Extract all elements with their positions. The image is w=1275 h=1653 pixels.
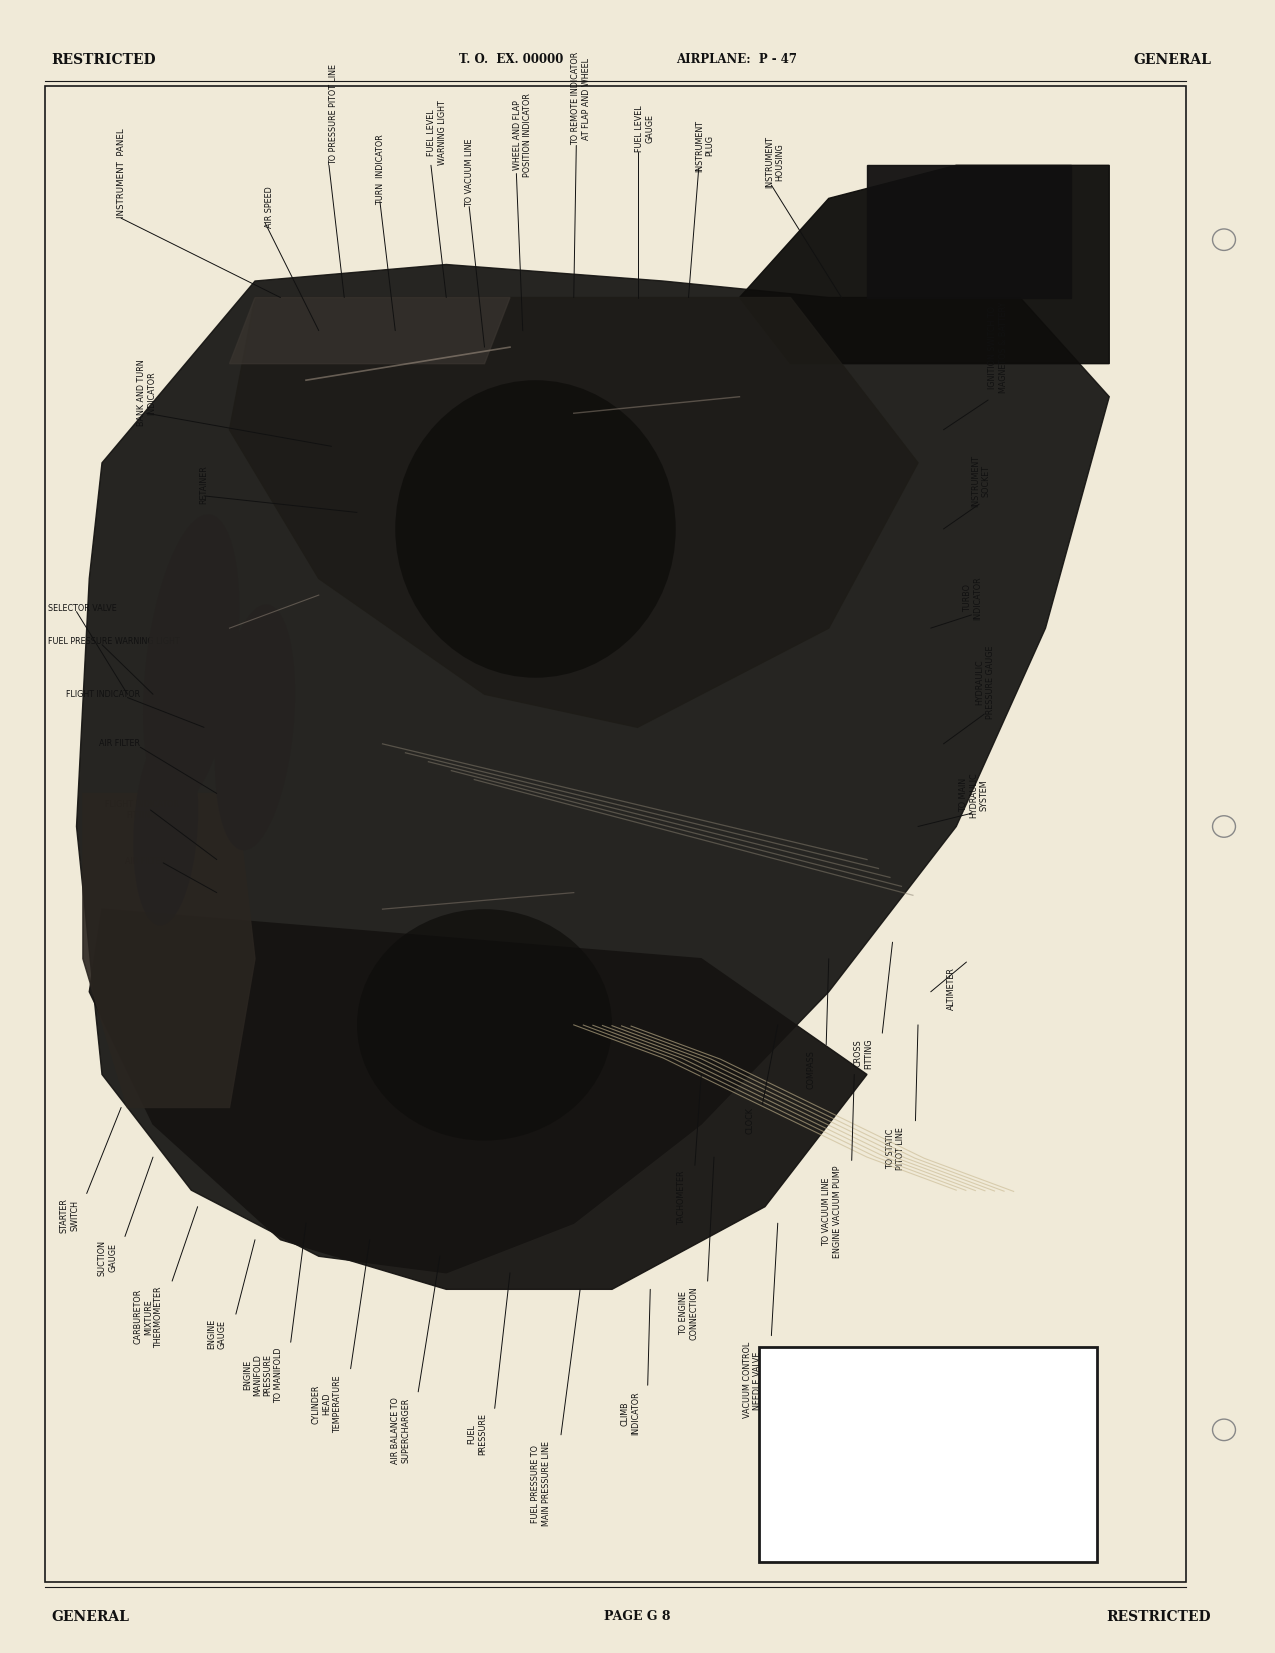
Text: INSTRUMENT: INSTRUMENT — [856, 1438, 1000, 1458]
Ellipse shape — [1213, 228, 1235, 251]
Text: TO PRESSURE PITOT LINE: TO PRESSURE PITOT LINE — [329, 64, 338, 165]
Polygon shape — [83, 793, 255, 1108]
Text: FUEL PRESSURE TO
MAIN PRESSURE LINE: FUEL PRESSURE TO MAIN PRESSURE LINE — [532, 1441, 551, 1526]
Text: TURBO
INDICATOR: TURBO INDICATOR — [963, 577, 982, 620]
Text: HYDRAULIC
PRESSURE GAUGE: HYDRAULIC PRESSURE GAUGE — [975, 646, 994, 719]
Polygon shape — [230, 298, 510, 364]
Text: GENERAL: GENERAL — [51, 1610, 129, 1623]
Ellipse shape — [357, 909, 612, 1141]
Text: TURN  INDICATOR: TURN INDICATOR — [376, 134, 385, 205]
Text: CLIMB
INDICATOR: CLIMB INDICATOR — [621, 1392, 640, 1435]
Text: FUEL
PRESSURE: FUEL PRESSURE — [468, 1413, 487, 1455]
Text: WHEEL AND FLAP
POSITION INDICATOR: WHEEL AND FLAP POSITION INDICATOR — [513, 93, 532, 177]
Polygon shape — [740, 165, 1109, 364]
Text: FLIGHT INDICATOR
FITTING: FLIGHT INDICATOR FITTING — [105, 800, 179, 820]
Text: CARBURETOR
MIXTURE
THERMOMETER: CARBURETOR MIXTURE THERMOMETER — [134, 1286, 163, 1347]
Text: ENGINE
MANIFOLD
PRESSURE
TO MANIFOLD: ENGINE MANIFOLD PRESSURE TO MANIFOLD — [242, 1347, 283, 1403]
Text: PANEL (REAR): PANEL (REAR) — [863, 1506, 992, 1524]
Text: RESTRICTED: RESTRICTED — [1107, 1610, 1211, 1623]
Text: ALTIMETER: ALTIMETER — [947, 967, 956, 1010]
Polygon shape — [89, 909, 867, 1289]
Text: INSTRUMENT
PLUG: INSTRUMENT PLUG — [695, 121, 714, 172]
Text: PAGE G 8: PAGE G 8 — [604, 1610, 671, 1623]
Text: P-47: P-47 — [901, 1375, 954, 1395]
Text: CROSS
FITTING: CROSS FITTING — [854, 1038, 873, 1068]
Text: FUEL PRESSURE WARNING LIGHT: FUEL PRESSURE WARNING LIGHT — [48, 636, 180, 646]
Text: INSTRUMENT
SOCKET: INSTRUMENT SOCKET — [972, 456, 991, 507]
Text: TACHOMETER: TACHOMETER — [677, 1170, 686, 1225]
Text: FUEL LEVEL
WARNING LIGHT: FUEL LEVEL WARNING LIGHT — [427, 101, 446, 165]
Text: AIR BALANCE TO
SUPERCHARGER: AIR BALANCE TO SUPERCHARGER — [391, 1397, 411, 1463]
Text: T. O.  EX. 00000: T. O. EX. 00000 — [459, 53, 564, 66]
Text: IGNITION SWITCH TO
MAGNETOS & BATTERY: IGNITION SWITCH TO MAGNETOS & BATTERY — [988, 302, 1007, 393]
Polygon shape — [230, 298, 918, 727]
Text: GENERAL: GENERAL — [1133, 53, 1211, 66]
Text: CLOCK: CLOCK — [746, 1108, 755, 1134]
Bar — [759, 1347, 1096, 1562]
Text: FUEL LEVEL
GAUGE: FUEL LEVEL GAUGE — [635, 106, 654, 152]
Ellipse shape — [215, 605, 295, 850]
Text: TO MAIN
HYDRAULIC
SYSTEM: TO MAIN HYDRAULIC SYSTEM — [959, 772, 988, 818]
Text: ENGINE
GAUGE: ENGINE GAUGE — [208, 1319, 227, 1349]
Text: TO STATIC
PITOT LINE: TO STATIC PITOT LINE — [886, 1127, 905, 1170]
Text: BANK AND TURN
INDICATOR: BANK AND TURN INDICATOR — [136, 360, 157, 426]
Text: TO VACUUM LINE
ENGINE VACUUM PUMP: TO VACUUM LINE ENGINE VACUUM PUMP — [822, 1165, 842, 1258]
Ellipse shape — [1213, 1418, 1235, 1440]
Polygon shape — [76, 264, 1109, 1273]
Text: AIR FILTER: AIR FILTER — [125, 856, 166, 866]
Ellipse shape — [143, 514, 240, 808]
Text: RESTRICTED: RESTRICTED — [51, 53, 156, 66]
Bar — [45, 86, 1186, 1582]
Polygon shape — [867, 165, 1071, 298]
Text: AIR SPEED: AIR SPEED — [265, 187, 274, 228]
Text: TO ENGINE
CONNECTION: TO ENGINE CONNECTION — [680, 1286, 699, 1339]
Text: RETAINER: RETAINER — [199, 466, 209, 504]
Text: CYLINDER
HEAD
TEMPERATURE: CYLINDER HEAD TEMPERATURE — [312, 1375, 342, 1433]
Text: INSTRUMENT  PANEL: INSTRUMENT PANEL — [116, 129, 126, 218]
Text: FLIGHT INDICATOR: FLIGHT INDICATOR — [66, 689, 140, 699]
Ellipse shape — [1213, 815, 1235, 836]
Text: STARTER
SWITCH: STARTER SWITCH — [60, 1198, 79, 1233]
Text: AIRPLANE:  P - 47: AIRPLANE: P - 47 — [676, 53, 797, 66]
Text: AIR FILTER: AIR FILTER — [99, 739, 140, 749]
Text: SUCTION
GAUGE: SUCTION GAUGE — [98, 1240, 117, 1276]
Text: VACUUM CONTROL
NEEDLE VALVE: VACUUM CONTROL NEEDLE VALVE — [743, 1342, 762, 1418]
Text: INSTRUMENT
HOUSING: INSTRUMENT HOUSING — [765, 137, 784, 188]
Ellipse shape — [395, 380, 676, 678]
Text: SELECTOR VALVE: SELECTOR VALVE — [48, 603, 117, 613]
Text: TO REMOTE INDICATOR
AT FLAP AND WHEEL: TO REMOTE INDICATOR AT FLAP AND WHEEL — [571, 53, 590, 145]
Text: COMPASS: COMPASS — [807, 1050, 816, 1089]
Ellipse shape — [134, 727, 198, 926]
Text: TO VACUUM LINE: TO VACUUM LINE — [465, 139, 474, 207]
